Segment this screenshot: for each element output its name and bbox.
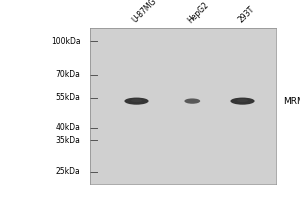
Text: 25kDa: 25kDa [56,167,81,176]
Ellipse shape [184,98,200,104]
Ellipse shape [230,98,255,105]
Text: 55kDa: 55kDa [56,93,81,102]
Text: 40kDa: 40kDa [56,123,81,132]
Text: 35kDa: 35kDa [56,136,81,145]
Ellipse shape [124,98,148,105]
Ellipse shape [237,99,248,102]
Text: HepG2: HepG2 [186,0,211,25]
Text: MRM3: MRM3 [284,97,300,106]
Ellipse shape [131,99,142,102]
Text: 293T: 293T [236,5,256,25]
Text: U-87MG: U-87MG [130,0,158,25]
Ellipse shape [189,99,196,102]
Text: 100kDa: 100kDa [51,37,81,46]
Text: 70kDa: 70kDa [56,70,81,79]
